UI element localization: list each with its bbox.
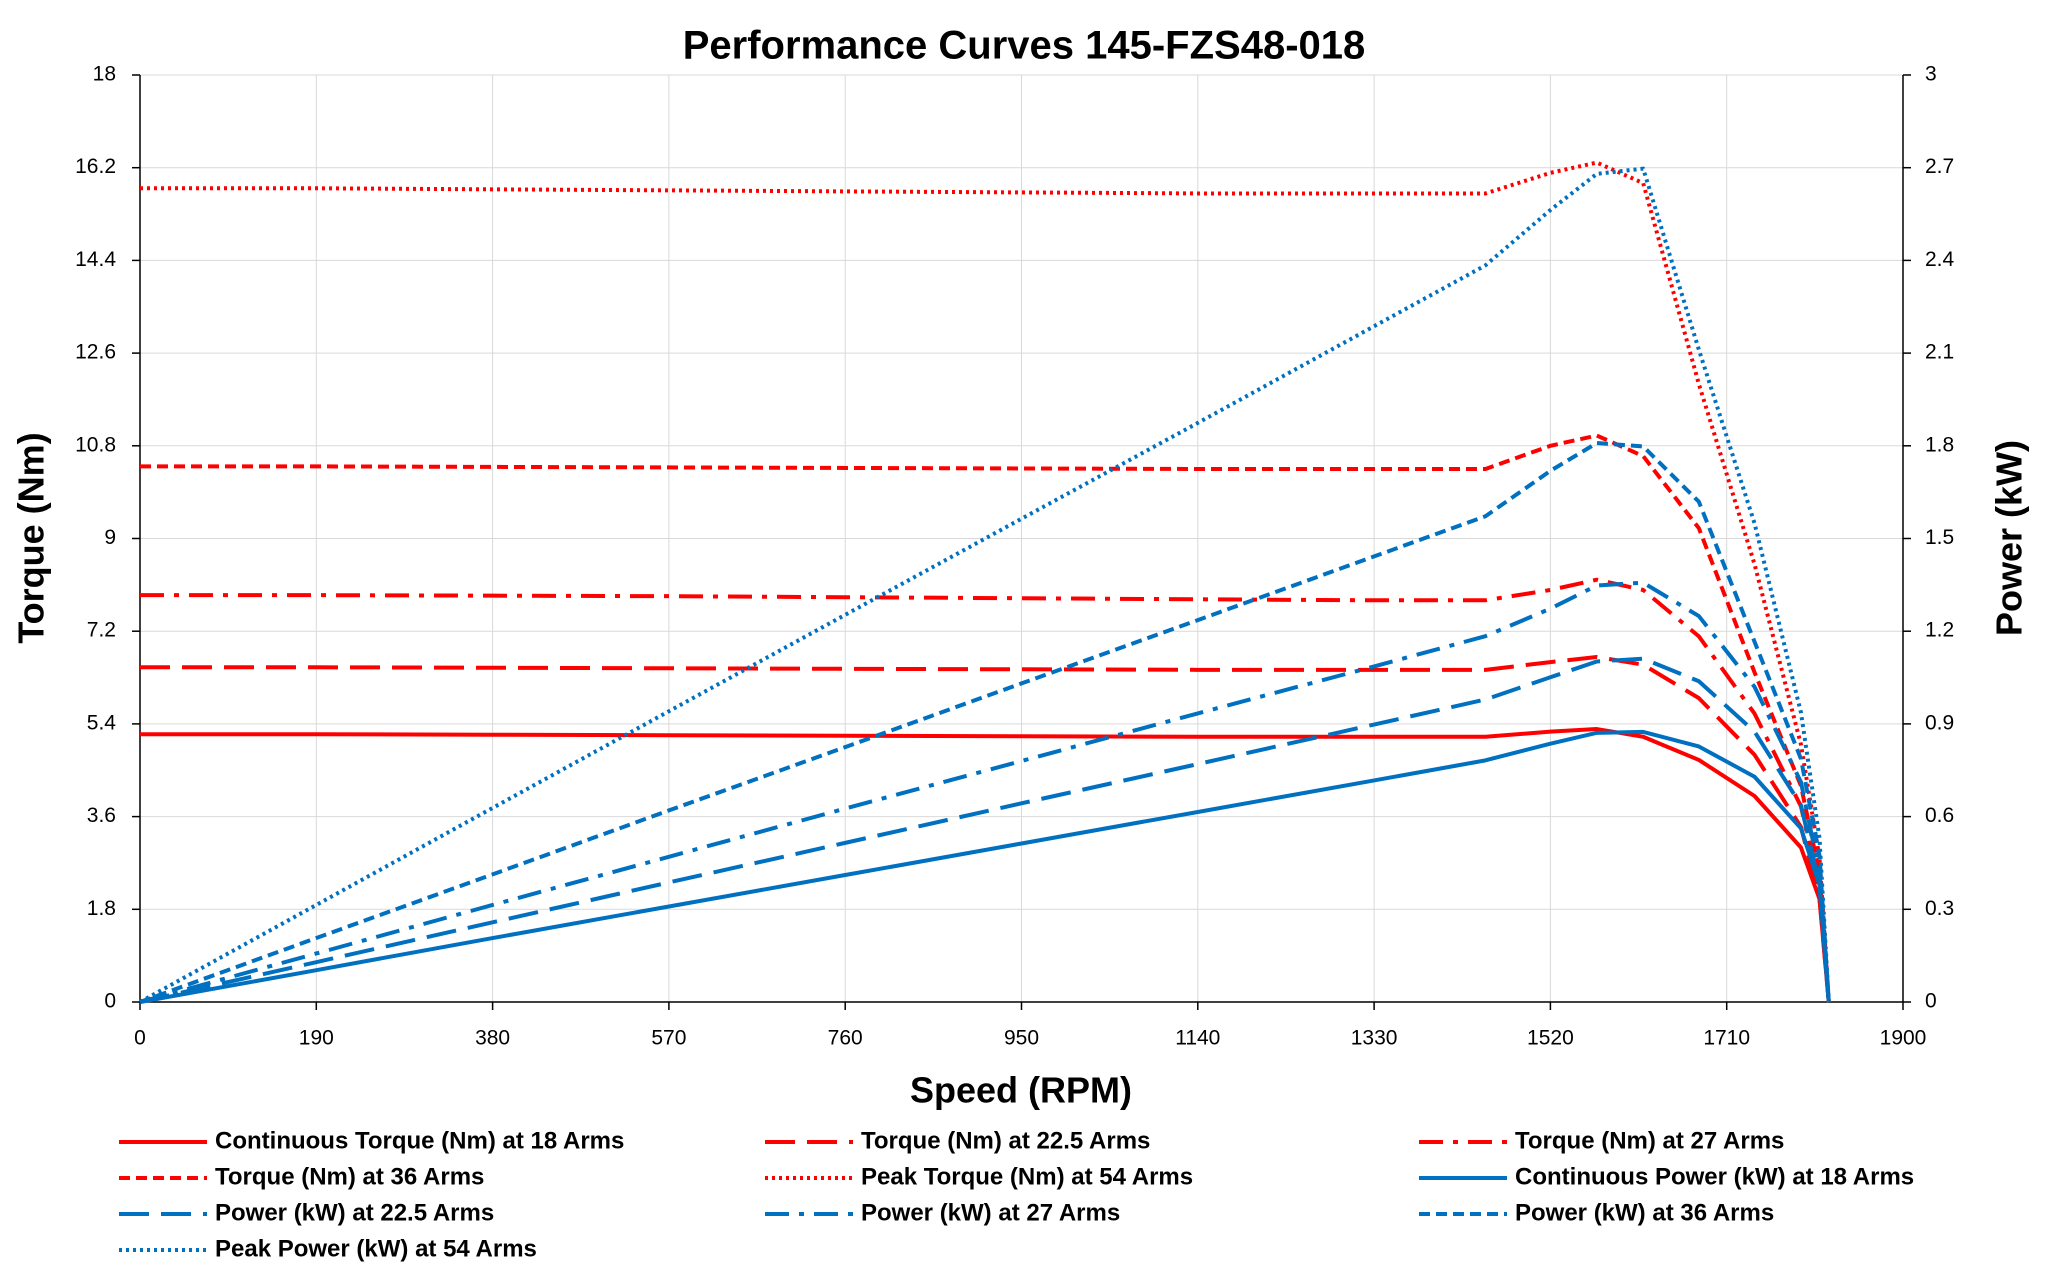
legend-label: Torque (Nm) at 22.5 Arms <box>861 1127 1150 1154</box>
y2-tick-label: 2.1 <box>1925 341 1954 364</box>
legend-label: Continuous Torque (Nm) at 18 Arms <box>215 1127 624 1154</box>
y-tick-label: 14.4 <box>75 248 116 271</box>
legend-entry: Torque (Nm) at 36 Arms <box>119 1163 484 1190</box>
legend-label: Torque (Nm) at 36 Arms <box>215 1163 484 1190</box>
legend-label: Peak Power (kW) at 54 Arms <box>215 1235 537 1262</box>
series-line <box>139 729 1831 1004</box>
legend-entry: Peak Torque (Nm) at 54 Arms <box>765 1163 1193 1190</box>
legend-label: Power (kW) at 27 Arms <box>861 1199 1120 1226</box>
series-line <box>140 727 1831 1003</box>
legend-entry: Torque (Nm) at 22.5 Arms <box>765 1127 1150 1154</box>
y-tick-label: 16.2 <box>75 155 116 178</box>
x-tick-label: 1900 <box>1880 1027 1927 1050</box>
legend-entry: Peak Power (kW) at 54 Arms <box>119 1235 537 1262</box>
series-line <box>139 441 1831 1004</box>
series-line <box>140 577 1831 1003</box>
legend-label: Peak Torque (Nm) at 54 Arms <box>861 1163 1193 1190</box>
x-tick-label: 760 <box>828 1027 863 1050</box>
x-tick-label: 570 <box>651 1027 686 1050</box>
y2-tick-label: 0.3 <box>1925 897 1954 920</box>
legend-label: Power (kW) at 36 Arms <box>1515 1199 1774 1226</box>
series-line <box>140 160 1831 1003</box>
y2-tick-label: 2.7 <box>1925 155 1954 178</box>
x-tick-label: 190 <box>299 1027 334 1050</box>
y-tick-label: 1.8 <box>87 897 116 920</box>
y2-tick-label: 0.6 <box>1925 804 1954 827</box>
series-line <box>140 654 1831 1003</box>
y-tick-label: 9 <box>104 526 116 549</box>
legend-label: Torque (Nm) at 27 Arms <box>1515 1127 1784 1154</box>
y2-tick-label: 1.5 <box>1925 526 1954 549</box>
x-tick-label: 1710 <box>1703 1027 1750 1050</box>
series-line <box>139 580 1831 1004</box>
y-tick-label: 3.6 <box>87 804 116 827</box>
x-tick-label: 1330 <box>1351 1027 1398 1050</box>
x-tick-label: 0 <box>134 1027 146 1050</box>
legend-entry: Torque (Nm) at 27 Arms <box>1419 1127 1784 1154</box>
legend-entry: Power (kW) at 27 Arms <box>765 1199 1120 1226</box>
legend-label: Continuous Power (kW) at 18 Arms <box>1515 1163 1914 1190</box>
y-tick-label: 10.8 <box>75 433 116 456</box>
y-tick-label: 0 <box>104 990 116 1013</box>
x-tick-label: 1140 <box>1175 1027 1220 1050</box>
legend-entry: Continuous Power (kW) at 18 Arms <box>1419 1163 1914 1190</box>
x-axis-title: Speed (RPM) <box>910 1070 1132 1111</box>
y2-tick-label: 0.9 <box>1925 711 1954 734</box>
y-axis-title: Torque (Nm) <box>11 432 52 643</box>
legend-entry: Continuous Torque (Nm) at 18 Arms <box>119 1127 624 1154</box>
y2-tick-label: 2.4 <box>1925 248 1955 271</box>
legend-label: Power (kW) at 22.5 Arms <box>215 1199 494 1226</box>
x-tick-label: 950 <box>1004 1027 1039 1050</box>
y2-tick-label: 1.2 <box>1925 619 1954 642</box>
series-line <box>139 166 1831 1004</box>
x-tick-label: 380 <box>475 1027 510 1050</box>
y2-tick-label: 3 <box>1925 63 1937 86</box>
y-tick-label: 7.2 <box>87 619 116 642</box>
y-tick-label: 12.6 <box>75 341 116 364</box>
legend-entry: Power (kW) at 36 Arms <box>1419 1199 1774 1226</box>
y2-axis-title: Power (kW) <box>1989 440 2030 636</box>
y-tick-label: 5.4 <box>87 711 117 734</box>
series-line <box>139 656 1831 1004</box>
y2-tick-label: 1.8 <box>1925 433 1954 456</box>
chart-title: Performance Curves 145-FZS48-018 <box>683 24 1366 68</box>
y-tick-label: 18 <box>93 63 116 86</box>
y2-tick-label: 0 <box>1925 990 1937 1013</box>
legend-entry: Power (kW) at 22.5 Arms <box>119 1199 494 1226</box>
series-line <box>140 433 1831 1003</box>
x-tick-label: 1520 <box>1527 1027 1574 1050</box>
